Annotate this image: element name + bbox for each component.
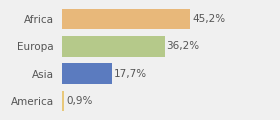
Text: 0,9%: 0,9% bbox=[66, 96, 92, 106]
Bar bbox=[62, 9, 190, 29]
Text: 36,2%: 36,2% bbox=[167, 41, 200, 51]
Bar bbox=[62, 91, 64, 111]
Text: 45,2%: 45,2% bbox=[192, 14, 225, 24]
Bar bbox=[62, 36, 165, 57]
Text: 17,7%: 17,7% bbox=[114, 69, 147, 79]
Bar bbox=[62, 63, 112, 84]
